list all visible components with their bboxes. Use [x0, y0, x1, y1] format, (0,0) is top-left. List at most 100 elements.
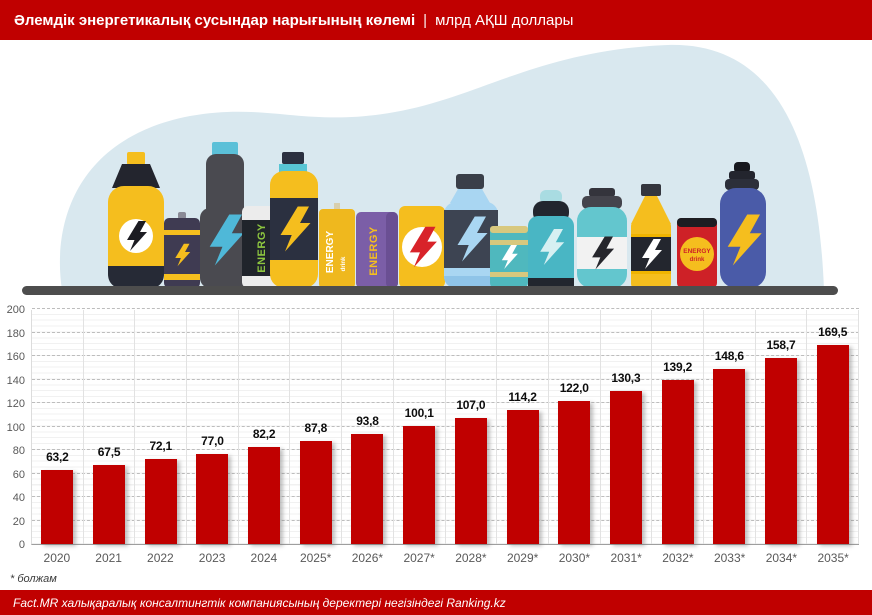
bar-cell-2028*: 107,0	[446, 310, 498, 544]
y-tick-label: 120	[6, 398, 25, 410]
y-tick-label: 100	[6, 421, 25, 434]
y-tick-label: 200	[6, 304, 25, 316]
bar	[93, 464, 126, 544]
bar-value-label: 82,2	[252, 427, 276, 442]
bar-cell-2021: 67,5	[84, 310, 136, 544]
bar-cell-2024: 82,2	[239, 310, 291, 544]
bar-value-label: 158,7	[766, 337, 796, 352]
bar-cell-2029*: 114,2	[497, 310, 549, 544]
gridline-200	[32, 308, 859, 309]
x-tick-label: 2031*	[610, 551, 642, 565]
bar-value-label: 169,5	[818, 324, 848, 339]
bar-cell-2030*: 122,0	[549, 310, 601, 544]
bar	[454, 418, 487, 544]
bottle-sport-blue	[720, 162, 766, 288]
title-separator: |	[423, 11, 428, 29]
energy-drinks-illustration: ENERGY ENERGY drink ENERGY	[22, 44, 838, 295]
y-tick-label: 0	[18, 539, 25, 551]
pack-yellow-sublabel: drink	[341, 256, 347, 271]
y-tick-label: 180	[6, 327, 25, 340]
x-tick-label: 2033*	[713, 551, 746, 565]
bar-value-label: 148,6	[714, 349, 744, 364]
y-tick-label: 80	[12, 445, 25, 457]
gridline-80	[32, 449, 859, 450]
bar-value-label: 72,1	[149, 439, 172, 454]
bar-cell-2034*: 158,7	[756, 310, 808, 544]
bar-cell-2031*: 130,3	[601, 310, 653, 544]
y-tick-label: 20	[12, 515, 25, 528]
y-tick-label: 60	[12, 468, 25, 481]
bar-cell-2035*: 169,5	[807, 310, 859, 544]
gridline-180	[32, 331, 859, 333]
x-tick-label: 2027*	[403, 551, 435, 565]
x-tick-label: 2034*	[765, 551, 798, 565]
gridline-100	[32, 425, 859, 427]
bar-cell-2026*: 93,8	[342, 310, 394, 544]
header-bar: Әлемдік энергетикалық сусындар нарығының…	[0, 0, 872, 40]
y-axis: 0 20 40 60 80 100 120 140 160 180 200	[0, 304, 27, 551]
bar	[299, 440, 332, 544]
bar-value-label: 130,3	[611, 370, 641, 385]
footer-bar: Fact.MR халықаралық консалтингтік компан…	[0, 590, 872, 615]
gridline-40	[32, 496, 859, 497]
shelf-bar	[22, 286, 838, 295]
gridline-20	[32, 519, 859, 521]
x-tick-label: 2032*	[662, 551, 694, 565]
x-tick-label: 2030*	[558, 551, 591, 565]
forecast-footnote: * болжам	[10, 573, 57, 585]
title-units: млрд АҚШ доллары	[435, 11, 574, 29]
bar-cell-2027*: 100,1	[394, 310, 446, 544]
can-navy-striped	[164, 212, 200, 288]
bar	[661, 380, 694, 544]
y-tick-label: 140	[6, 374, 25, 387]
bar	[351, 433, 384, 544]
bar-cell-2023: 77,0	[187, 310, 239, 544]
bar	[816, 344, 849, 544]
bar-value-label: 67,5	[97, 444, 121, 459]
can-yellow-red-bolt	[399, 206, 445, 288]
can-red-label: ENERGY	[683, 248, 711, 255]
x-tick-label: 2020	[43, 551, 71, 565]
x-tick-label: 2035*	[817, 551, 849, 565]
x-tick-label: 2029*	[506, 551, 539, 565]
bars-row: 63,2 67,5 72,1 77,0 82,2 87,8 93,8 100,1 107,0 11…	[32, 310, 859, 544]
gridline-160	[32, 355, 859, 356]
gridline-120	[32, 402, 859, 403]
bar-value-label: 93,8	[356, 413, 379, 428]
can-purple-label: ENERGY	[368, 226, 380, 276]
bottle-lightblue	[444, 174, 498, 288]
bar	[558, 400, 591, 544]
bar	[764, 357, 797, 544]
x-tick-label: 2028*	[455, 551, 487, 565]
bar-value-label: 122,0	[559, 380, 589, 395]
bar-value-label: 77,0	[201, 433, 224, 448]
bottle-yellow-angular	[631, 184, 671, 288]
bar	[609, 390, 642, 544]
bar	[713, 369, 746, 544]
gridline-60	[32, 472, 859, 474]
bar-chart: 0 20 40 60 80 100 120 140 160 180 200 63,2 67,5 72,1…	[0, 300, 872, 572]
bottle-dark-blue-bolt	[200, 142, 250, 288]
y-tick-label: 160	[6, 351, 25, 363]
bottle-yellow-bolt	[108, 152, 164, 288]
x-axis-labels: 2020 2021 2022 2023 2024 2025* 2026* 2027* 2028*…	[31, 551, 859, 565]
bar	[144, 459, 177, 544]
bar-cell-2020: 63,2	[32, 310, 84, 544]
bar	[403, 426, 436, 544]
bar-value-label: 100,1	[404, 406, 434, 421]
gridline-140	[32, 378, 859, 380]
bar-value-label: 107,0	[456, 398, 486, 413]
can-purple-energy: ENERGY	[356, 212, 398, 288]
bar	[506, 409, 539, 544]
bar-cell-2032*: 139,2	[652, 310, 704, 544]
can-red-sublabel: drink	[690, 257, 705, 263]
bar-cell-2022: 72,1	[135, 310, 188, 544]
can-red-energy-drink: ENERGY drink	[677, 218, 717, 288]
y-tick-label: 40	[12, 492, 25, 504]
pack-yellow-energy-drink: ENERGY drink	[319, 203, 355, 288]
can-teal-striped	[490, 226, 528, 288]
bottle-yellow-navy-label	[270, 152, 318, 288]
bar	[248, 447, 281, 544]
x-tick-label: 2026*	[351, 551, 384, 565]
